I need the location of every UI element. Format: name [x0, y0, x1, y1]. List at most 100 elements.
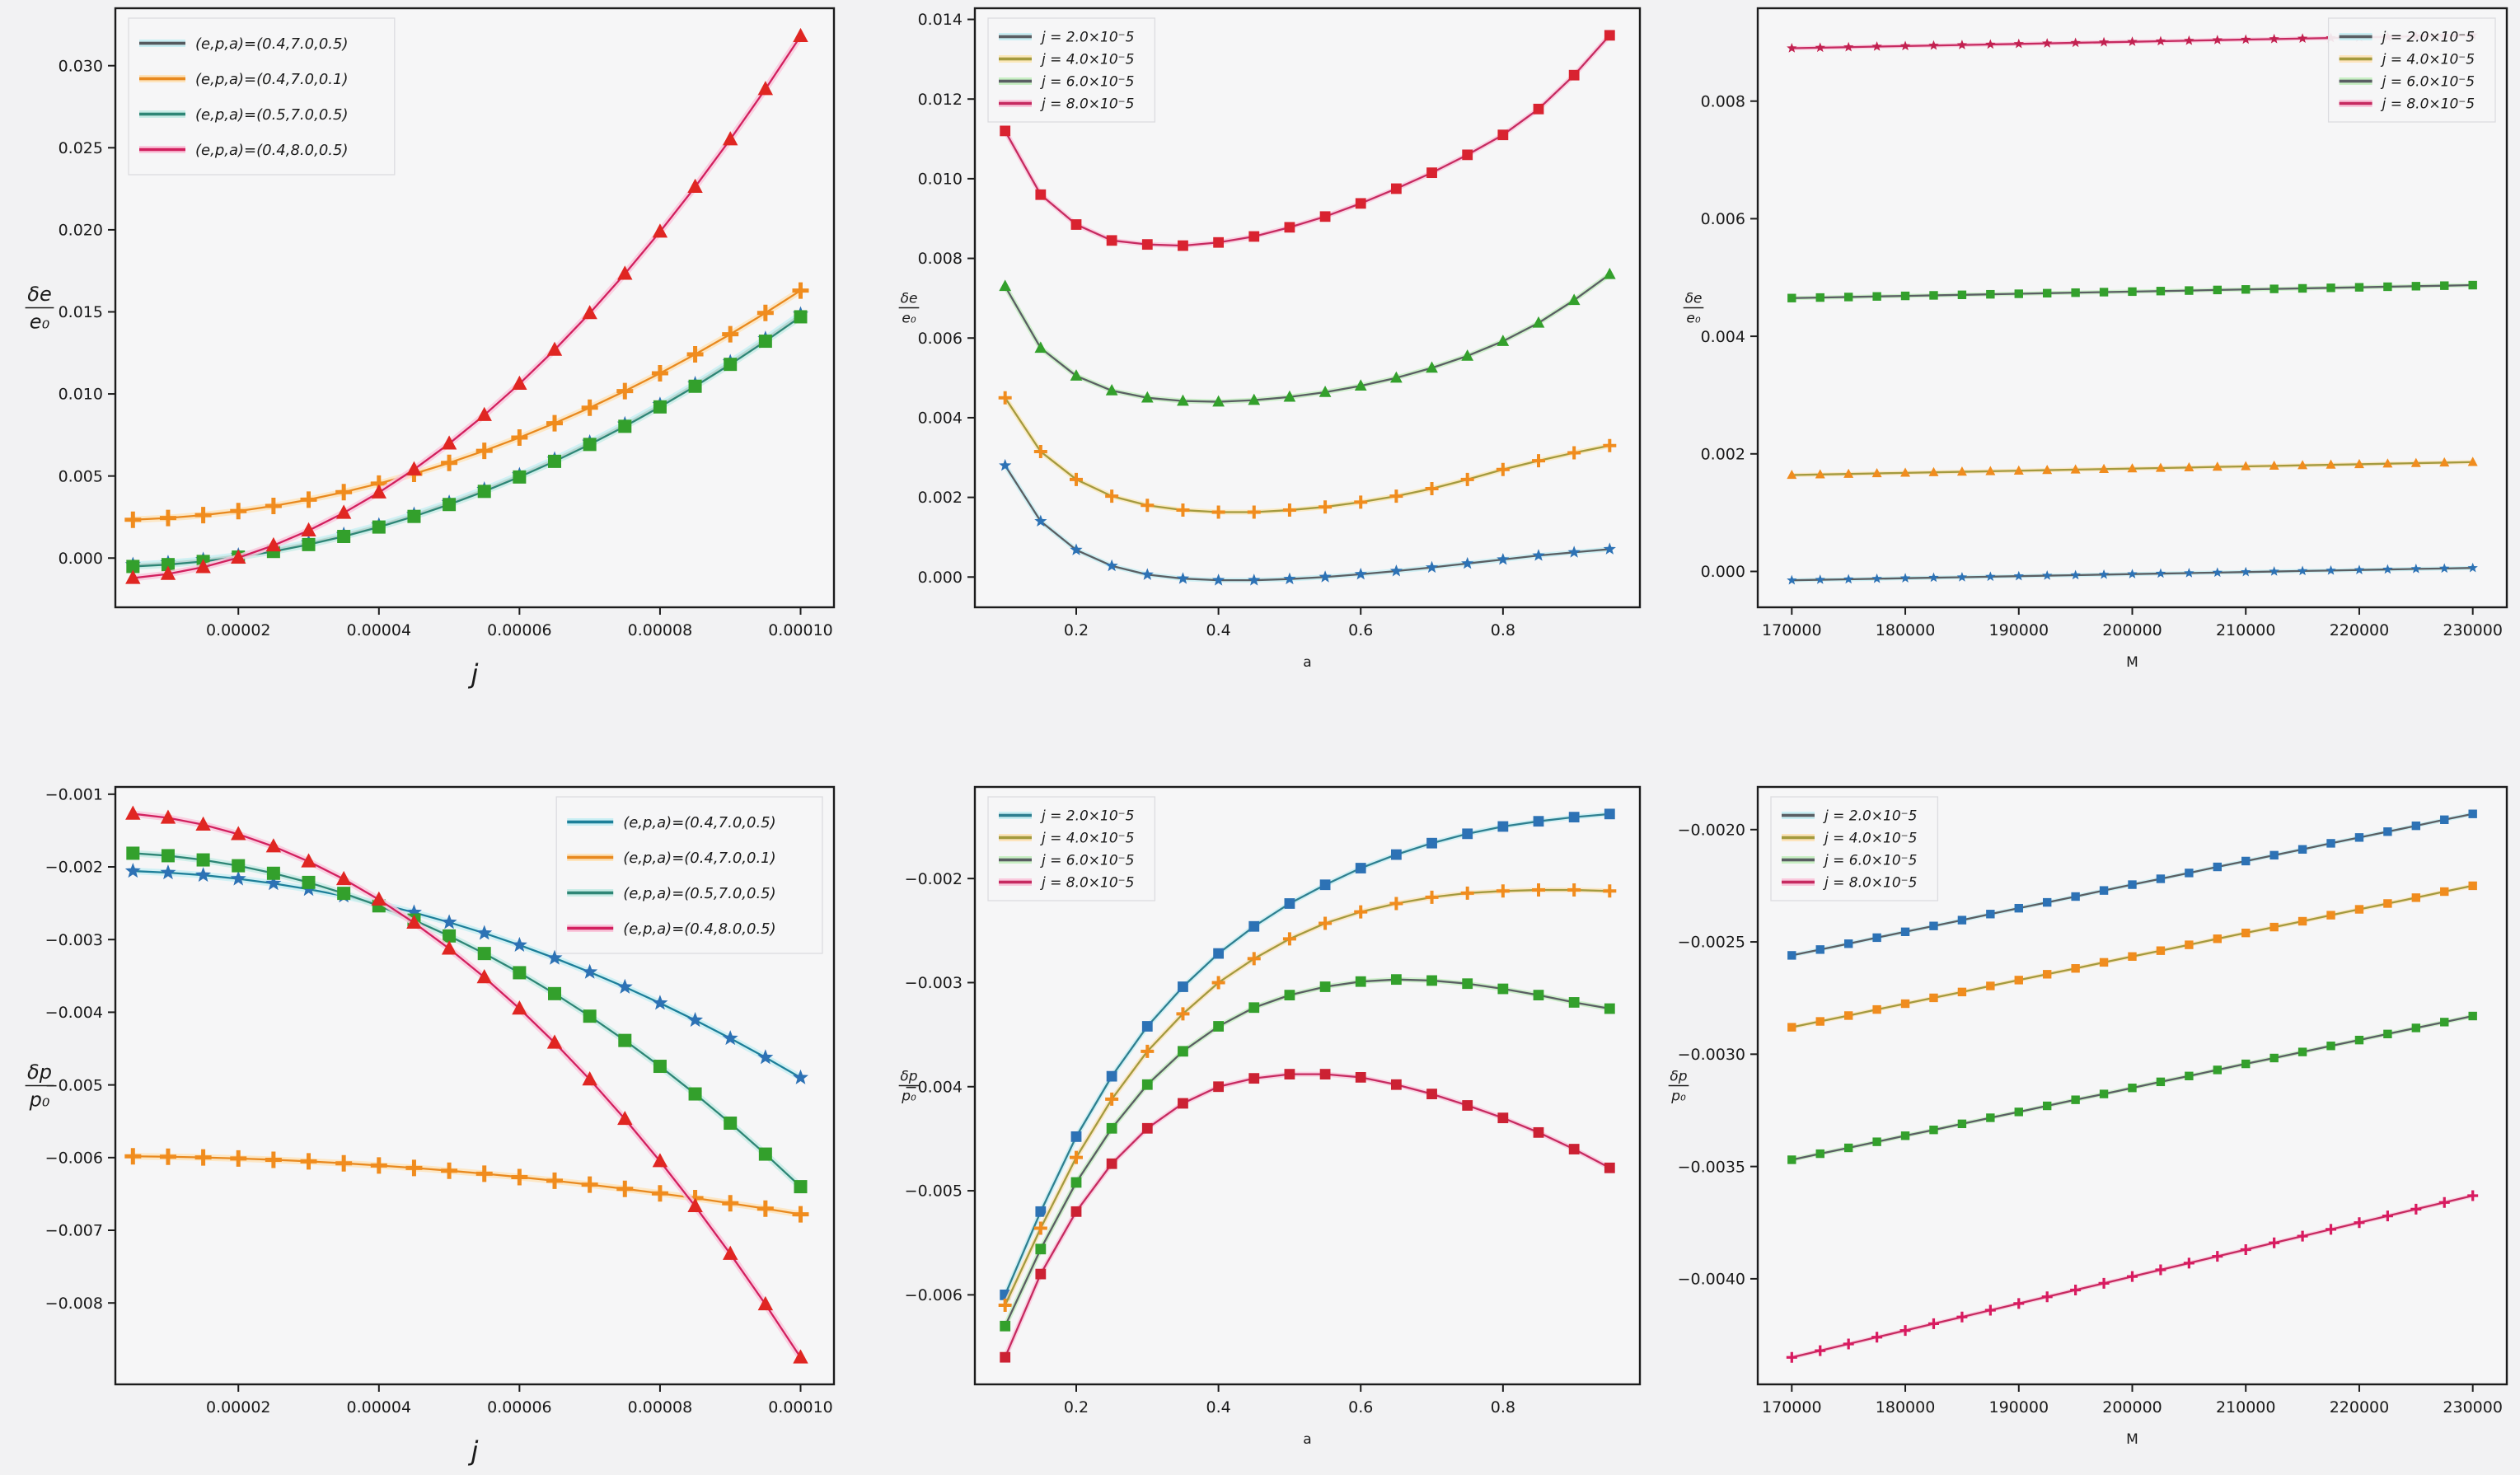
y-tick-label: −0.003	[45, 931, 103, 949]
marker-square-icon	[1178, 1046, 1188, 1057]
marker-square-icon	[2468, 881, 2477, 891]
marker-square-icon	[2156, 946, 2166, 955]
marker-square-icon	[2269, 850, 2279, 860]
marker-square-icon	[794, 1180, 808, 1194]
marker-square-icon	[1355, 1071, 1366, 1083]
marker-triangle-icon	[1177, 394, 1189, 406]
marker-plus-icon	[2382, 1210, 2393, 1222]
marker-star-icon	[2013, 38, 2024, 49]
marker-square-icon	[2440, 887, 2449, 897]
marker-square-icon	[618, 419, 632, 433]
marker-triangle-icon	[793, 1349, 808, 1364]
marker-plus-icon	[2212, 1251, 2223, 1262]
marker-star-icon	[2410, 563, 2421, 574]
marker-square-icon	[2354, 905, 2364, 914]
y-axis-label-denominator: e₀	[30, 311, 50, 334]
marker-triangle-icon	[335, 504, 352, 519]
marker-square-icon	[1355, 863, 1366, 873]
marker-triangle-icon	[1900, 467, 1911, 477]
marker-square-icon	[1986, 910, 1995, 919]
marker-square-icon	[1843, 939, 1853, 948]
y-tick-label: 0.006	[918, 330, 963, 348]
marker-star-icon	[999, 458, 1012, 471]
marker-plus-icon	[1354, 495, 1368, 509]
marker-square-icon	[1319, 879, 1331, 891]
marker-plus-icon	[265, 498, 282, 515]
marker-square-icon	[1533, 103, 1544, 115]
x-tick-label: 200000	[2102, 621, 2162, 639]
y-tick-label: −0.007	[45, 1222, 103, 1240]
x-tick-label: 0.00010	[768, 1398, 833, 1416]
marker-square-icon	[1319, 211, 1331, 222]
x-tick-label: 190000	[1989, 1398, 2049, 1416]
marker-star-icon	[1899, 573, 1911, 583]
marker-star-icon	[2269, 566, 2279, 576]
marker-square-icon	[758, 335, 772, 349]
marker-square-icon	[1070, 1131, 1082, 1142]
marker-triangle-icon	[1070, 369, 1083, 381]
marker-star-icon	[195, 867, 212, 883]
marker-square-icon	[1568, 997, 1580, 1008]
series-markers-2	[999, 267, 1616, 407]
marker-triangle-icon	[1283, 390, 1296, 402]
marker-plus-icon	[1211, 976, 1225, 990]
marker-square-icon	[1872, 292, 1881, 301]
y-tick-label: 0.000	[1701, 563, 1745, 581]
marker-plus-icon	[1532, 883, 1546, 897]
subplot-top-right: 170000 180000 190000 200000 210000 220000 2300…	[1683, 7, 2508, 671]
legend-sample-line	[567, 820, 614, 824]
marker-square-icon	[724, 358, 738, 372]
marker-triangle-icon	[371, 891, 387, 906]
marker-star-icon	[2127, 569, 2138, 578]
marker-plus-icon	[546, 414, 564, 432]
marker-star-icon	[1141, 568, 1154, 580]
marker-square-icon	[1106, 1122, 1117, 1134]
marker-star-icon	[1787, 43, 1797, 53]
marker-star-icon	[1248, 574, 1261, 586]
legend-sample-line	[139, 77, 185, 81]
marker-square-icon	[1604, 808, 1615, 820]
marker-square-icon	[2099, 886, 2109, 895]
marker-square-icon	[2156, 874, 2166, 883]
marker-square-icon	[1178, 1098, 1188, 1109]
marker-triangle-icon	[652, 223, 668, 238]
marker-square-icon	[161, 558, 175, 572]
marker-star-icon	[1212, 574, 1225, 586]
marker-square-icon	[1284, 990, 1295, 1001]
marker-star-icon	[582, 963, 598, 979]
marker-plus-icon	[756, 304, 774, 321]
marker-square-icon	[2043, 1101, 2052, 1111]
marker-plus-icon	[2041, 1291, 2053, 1303]
marker-square-icon	[1462, 828, 1473, 840]
marker-star-icon	[722, 1030, 738, 1046]
y-tick-label: −0.004	[45, 1004, 103, 1022]
marker-triangle-icon	[1426, 361, 1438, 373]
x-tick-label: 0.00004	[347, 1398, 412, 1416]
marker-triangle-icon	[1212, 395, 1225, 407]
marker-square-icon	[2071, 964, 2080, 973]
marker-star-icon	[2269, 33, 2279, 44]
marker-square-icon	[1426, 837, 1437, 849]
legend-sample-line	[999, 880, 1032, 884]
marker-triangle-icon	[1843, 468, 1854, 478]
x-tick-label: 0.00006	[487, 621, 552, 639]
marker-square-icon	[2099, 1089, 2109, 1098]
marker-square-icon	[1000, 1351, 1011, 1363]
marker-star-icon	[1928, 572, 1939, 583]
x-tick-label: 220000	[2330, 621, 2390, 639]
marker-triangle-icon	[2127, 463, 2138, 473]
marker-square-icon	[1390, 849, 1402, 860]
marker-square-icon	[337, 529, 351, 543]
marker-square-icon	[126, 560, 140, 574]
y-tick-label: −0.0040	[1678, 1271, 1745, 1289]
x-tick-label: 230000	[2443, 1398, 2503, 1416]
marker-square-icon	[1141, 1122, 1153, 1134]
marker-square-icon	[1106, 1070, 1117, 1082]
y-axis-label-numerator: δe	[27, 283, 51, 306]
marker-square-icon	[2043, 288, 2052, 298]
series-markers-3	[125, 27, 808, 584]
marker-plus-icon	[1069, 472, 1083, 486]
marker-square-icon	[1533, 1126, 1544, 1138]
marker-square-icon	[1568, 69, 1580, 81]
y-tick-label: −0.006	[45, 1149, 103, 1167]
